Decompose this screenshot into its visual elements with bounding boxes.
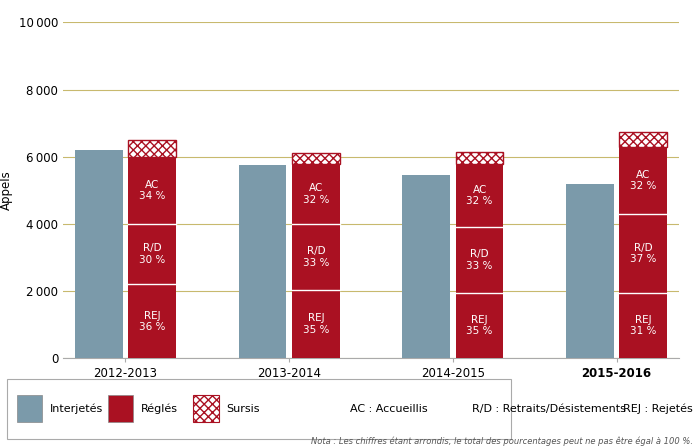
Bar [292,153,340,164]
Bar [292,164,340,224]
Bar [193,395,218,422]
Text: AC : Accueillis: AC : Accueillis [350,404,428,414]
Text: Interjetés: Interjetés [50,404,103,414]
Text: R/D
33 %: R/D 33 % [303,246,329,267]
Text: R/D
37 %: R/D 37 % [630,243,657,264]
Text: REJ : Rejetés: REJ : Rejetés [623,404,693,414]
Bar [456,152,503,164]
Bar [75,150,122,358]
Text: AC
32 %: AC 32 % [303,183,329,205]
Bar [620,214,667,293]
Bar [129,157,176,224]
Bar [456,293,503,358]
Bar [239,165,286,358]
Text: Réglés: Réglés [141,404,178,414]
Bar [129,224,176,284]
Text: Sursis: Sursis [226,404,260,414]
Bar [292,289,340,358]
Bar [620,132,667,146]
Text: AC
34 %: AC 34 % [139,180,165,201]
Text: R/D : Retraits/Désistements: R/D : Retraits/Désistements [473,404,626,414]
Bar [129,284,176,358]
Text: REJ
31 %: REJ 31 % [630,315,657,336]
Text: R/D
30 %: R/D 30 % [139,243,165,265]
Text: REJ
35 %: REJ 35 % [466,315,493,336]
Bar [129,140,176,157]
Text: AC
32 %: AC 32 % [630,169,657,191]
Text: AC
32 %: AC 32 % [466,185,493,206]
Bar [456,164,503,227]
Text: REJ
36 %: REJ 36 % [139,310,165,332]
Bar [620,293,667,358]
Bar [292,224,340,289]
Text: Nota : Les chiffres étant arrondis, le total des pourcentages peut ne pas être é: Nota : Les chiffres étant arrondis, le t… [311,436,693,446]
Text: R/D
33 %: R/D 33 % [466,250,493,271]
Bar [566,184,613,358]
Text: REJ
35 %: REJ 35 % [303,313,329,335]
Bar [620,147,667,214]
Y-axis label: Appels: Appels [0,171,13,210]
Bar [402,175,450,358]
Bar [456,227,503,293]
Bar [17,395,42,422]
Bar [108,395,133,422]
